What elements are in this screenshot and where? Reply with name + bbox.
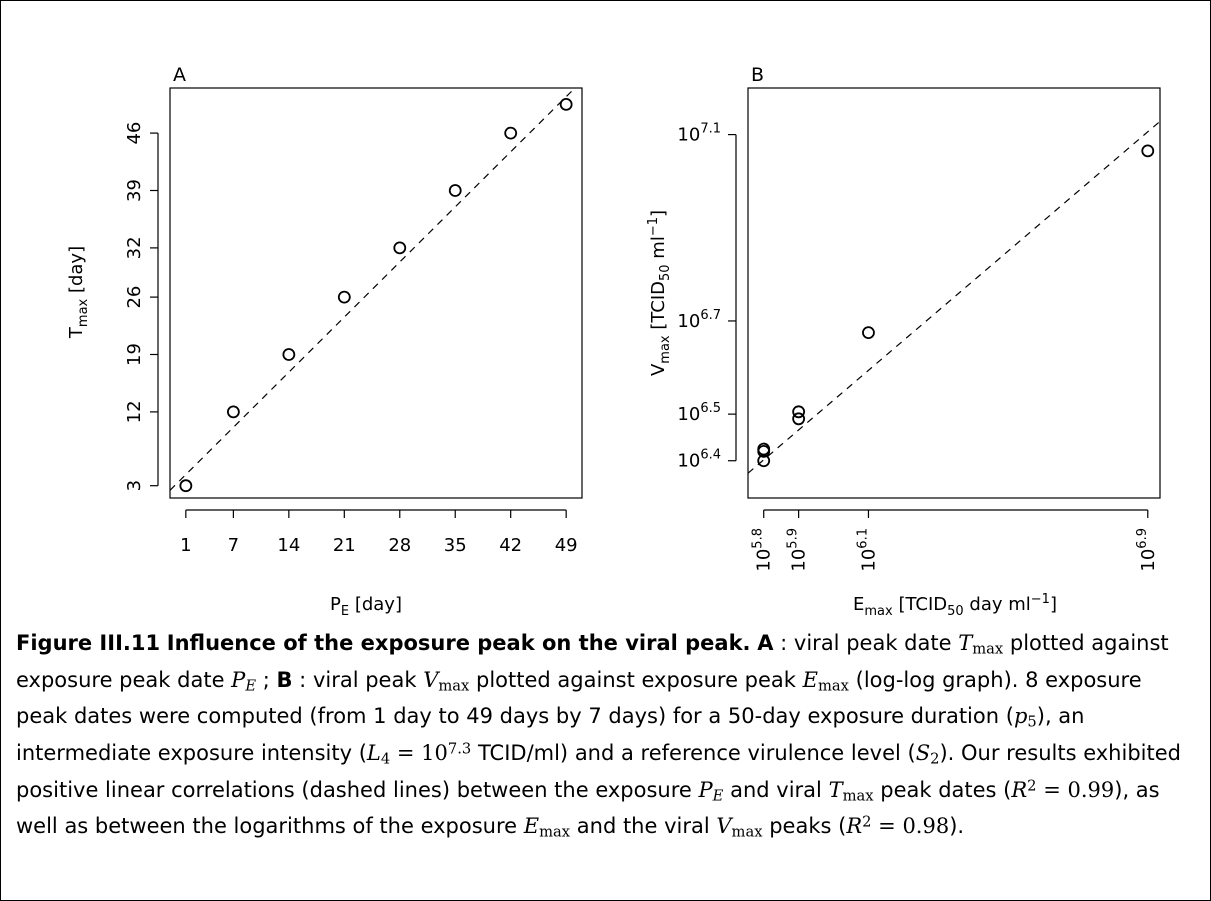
panel-a-point [337, 290, 351, 304]
panel-b-y-axis: 106.4 106.5 106.7 107.1 [677, 122, 737, 472]
panel-b-dashed-fit [747, 120, 1161, 474]
panel-a-point [282, 348, 296, 361]
caption-text: , as well as between the logarithms of t… [16, 777, 1160, 839]
panel-b-y-tick-label: 106.4 [677, 448, 721, 472]
caption-text: . Our results exhibited positive linear … [16, 741, 1181, 802]
panel-b-y-tick-label: 106.7 [677, 308, 721, 332]
panel-a-y-tick-label: 46 [124, 122, 145, 145]
panel-b-point [1141, 144, 1155, 158]
panel-b-x-tick-label: 105.8 [751, 528, 775, 572]
caption-text: and viral [730, 777, 822, 802]
panel-a-label: A [173, 64, 186, 86]
panel-b-label: B [751, 64, 764, 86]
panel-b-y-tick-label: 106.5 [677, 401, 721, 425]
panel-a-points [179, 98, 573, 493]
caption-text: and the viral [576, 814, 710, 839]
panel-b-points [757, 144, 1155, 468]
figure-caption: Figure III.11 Influence of the exposure … [16, 631, 1181, 842]
panel-a-point [226, 405, 240, 419]
panel-b-point [862, 326, 875, 340]
panel-a-x-tick-label: 42 [499, 535, 522, 556]
panel-b-y-label: Vmax [TCID50 ml−1] [646, 210, 673, 376]
panel-a-point [393, 241, 407, 255]
panel-a-y-tick-label: 3 [124, 480, 145, 491]
panel-a-y-tick-label: 32 [124, 236, 145, 259]
caption-text: plotted against exposure peak date [16, 631, 1169, 692]
caption-figure-label: Figure III.11 [16, 631, 161, 655]
panel-b-x-axis: 105.8 105.9 106.1 106.9 [751, 509, 1159, 572]
panel-a-y-tick-label: 19 [124, 343, 145, 366]
panel-a-x-tick-label: 49 [555, 535, 578, 556]
panel-b-point [757, 442, 771, 456]
panel-b-point [792, 412, 806, 426]
panel-b-point [792, 405, 806, 419]
panel-a-y-label: Tmax [day] [66, 246, 91, 339]
panel-a-x-tick-label: 35 [444, 535, 467, 556]
panel-b-box [747, 87, 1161, 499]
panel-a-y-axis: 3 12 19 26 32 39 46 [124, 122, 159, 491]
panel-a-y-tick-label: 39 [124, 179, 145, 202]
caption-text: plotted against exposure peak [476, 667, 796, 692]
panel-a-x-tick-label: 1 [180, 535, 191, 556]
panel-a-fit-line [169, 87, 576, 491]
caption-text: , an intermediate exposure intensity [16, 704, 1085, 766]
caption-title: Influence of the exposure peak on the vi… [166, 631, 751, 655]
panel-a-x-tick-label: 28 [388, 535, 411, 556]
panel-a-y-tick-label: 12 [124, 400, 145, 423]
panel-a-point [448, 184, 462, 197]
panel-b-y-tick-label: 107.1 [677, 122, 721, 146]
panel-a-x-tick-label: 21 [333, 535, 356, 556]
caption-text: peaks [769, 814, 832, 839]
caption-text: (log-log graph). 8 exposure peak dates w… [16, 667, 1142, 729]
panel-a-x-tick-label: 7 [228, 535, 239, 556]
panel-b-x-label: Emax [TCID50 day ml−1] [853, 592, 1057, 619]
panel-b-fit-line [747, 120, 1161, 474]
caption-text: viral peak [312, 667, 417, 692]
panel-a-point [559, 98, 573, 111]
panel-a-point [504, 126, 518, 140]
caption-text: viral peak date [793, 631, 952, 655]
panel-b-x-tick-label: 106.1 [855, 528, 879, 572]
panel-b-x-tick-label: 106.9 [1135, 528, 1159, 572]
panel-a-box [169, 87, 583, 499]
panel-a-point [179, 479, 193, 493]
panel-a-dashed-fit [169, 87, 576, 491]
panel-a-x-tick-label: 14 [277, 535, 300, 556]
panel-a-x-label: PE [day] [330, 594, 402, 619]
panel-b-x-tick-label: 105.9 [786, 528, 810, 572]
caption-text: and a reference virulence level [574, 741, 901, 766]
caption-text: peak dates [880, 777, 997, 802]
panel-a-x-axis: 1 7 14 21 28 35 42 49 [180, 509, 578, 556]
panel-a-y-tick-label: 26 [124, 286, 145, 309]
